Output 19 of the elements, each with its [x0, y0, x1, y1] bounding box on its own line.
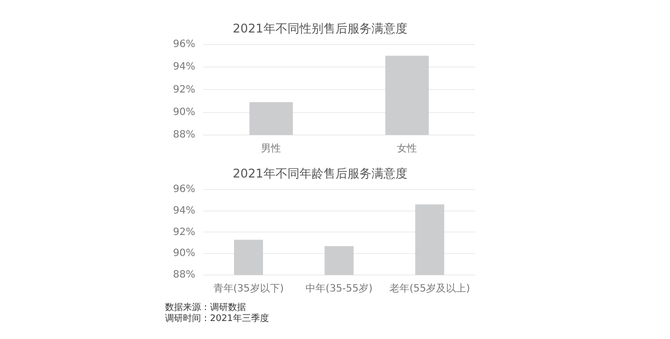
x-tick-label: 女性: [397, 142, 418, 155]
y-tick-label: 96%: [172, 184, 196, 195]
y-tick-label: 94%: [172, 62, 196, 73]
chart-title: 2021年不同性别售后服务满意度: [232, 21, 408, 36]
x-tick-label: 男性: [261, 142, 282, 155]
y-tick-label: 90%: [172, 248, 196, 260]
y-tick-label: 96%: [172, 38, 196, 50]
x-tick-label: 青年(35岁以下): [213, 282, 284, 295]
x-tick-label: 老年(55岁及以上): [389, 282, 470, 295]
y-tick-label: 94%: [172, 205, 196, 216]
y-tick-label: 88%: [172, 270, 196, 281]
chart-title: 2021年不同年龄售后服务满意度: [232, 166, 408, 180]
y-tick-label: 88%: [172, 130, 196, 141]
text: 调研时间：2021年三季度: [165, 314, 270, 325]
x-tick-label: 中年(35-55岁): [306, 282, 373, 295]
y-tick-label: 90%: [172, 106, 196, 118]
y-tick-label: 92%: [172, 84, 196, 96]
source-note: 数据来源：调研数据: [165, 303, 247, 314]
y-tick-label: 92%: [172, 226, 196, 238]
